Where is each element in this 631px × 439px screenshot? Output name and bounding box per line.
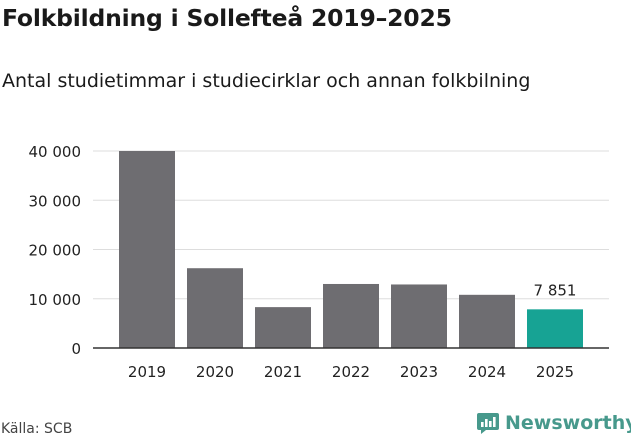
x-tick-label: 2023: [400, 363, 438, 381]
chart-title: Folkbildning i Sollefteå 2019–2025: [2, 4, 452, 32]
bar: [119, 151, 175, 348]
x-tick-label: 2019: [128, 363, 166, 381]
source-note: Källa: SCB: [1, 421, 73, 437]
bar: [391, 284, 447, 348]
y-tick-label: 10 000: [29, 291, 82, 309]
brand-name: Newsworthy: [505, 412, 631, 434]
x-tick-label: 2025: [536, 363, 574, 381]
y-tick-label: 40 000: [29, 143, 82, 161]
y-tick-label: 0: [71, 340, 81, 358]
bar: [187, 268, 243, 348]
data-label: 7 851: [534, 281, 577, 299]
x-tick-label: 2020: [196, 363, 234, 381]
newsworthy-brand[interactable]: Newsworthy: [476, 408, 631, 438]
bar-chart: 0 10 000 20 000 30 000 40 000 2019 2020 2021 202…: [29, 143, 609, 381]
bar: [527, 309, 583, 348]
newsworthy-logo-icon: [477, 413, 499, 434]
chart-subtitle: Antal studietimmar i studiecirklar och a…: [2, 70, 531, 92]
bar: [255, 307, 311, 348]
x-tick-label: 2022: [332, 363, 370, 381]
bar: [323, 283, 379, 348]
x-tick-label: 2024: [468, 363, 506, 381]
bar: [459, 294, 515, 348]
y-tick-label: 20 000: [29, 242, 82, 260]
y-tick-label: 30 000: [29, 192, 82, 210]
x-tick-label: 2021: [264, 363, 302, 381]
